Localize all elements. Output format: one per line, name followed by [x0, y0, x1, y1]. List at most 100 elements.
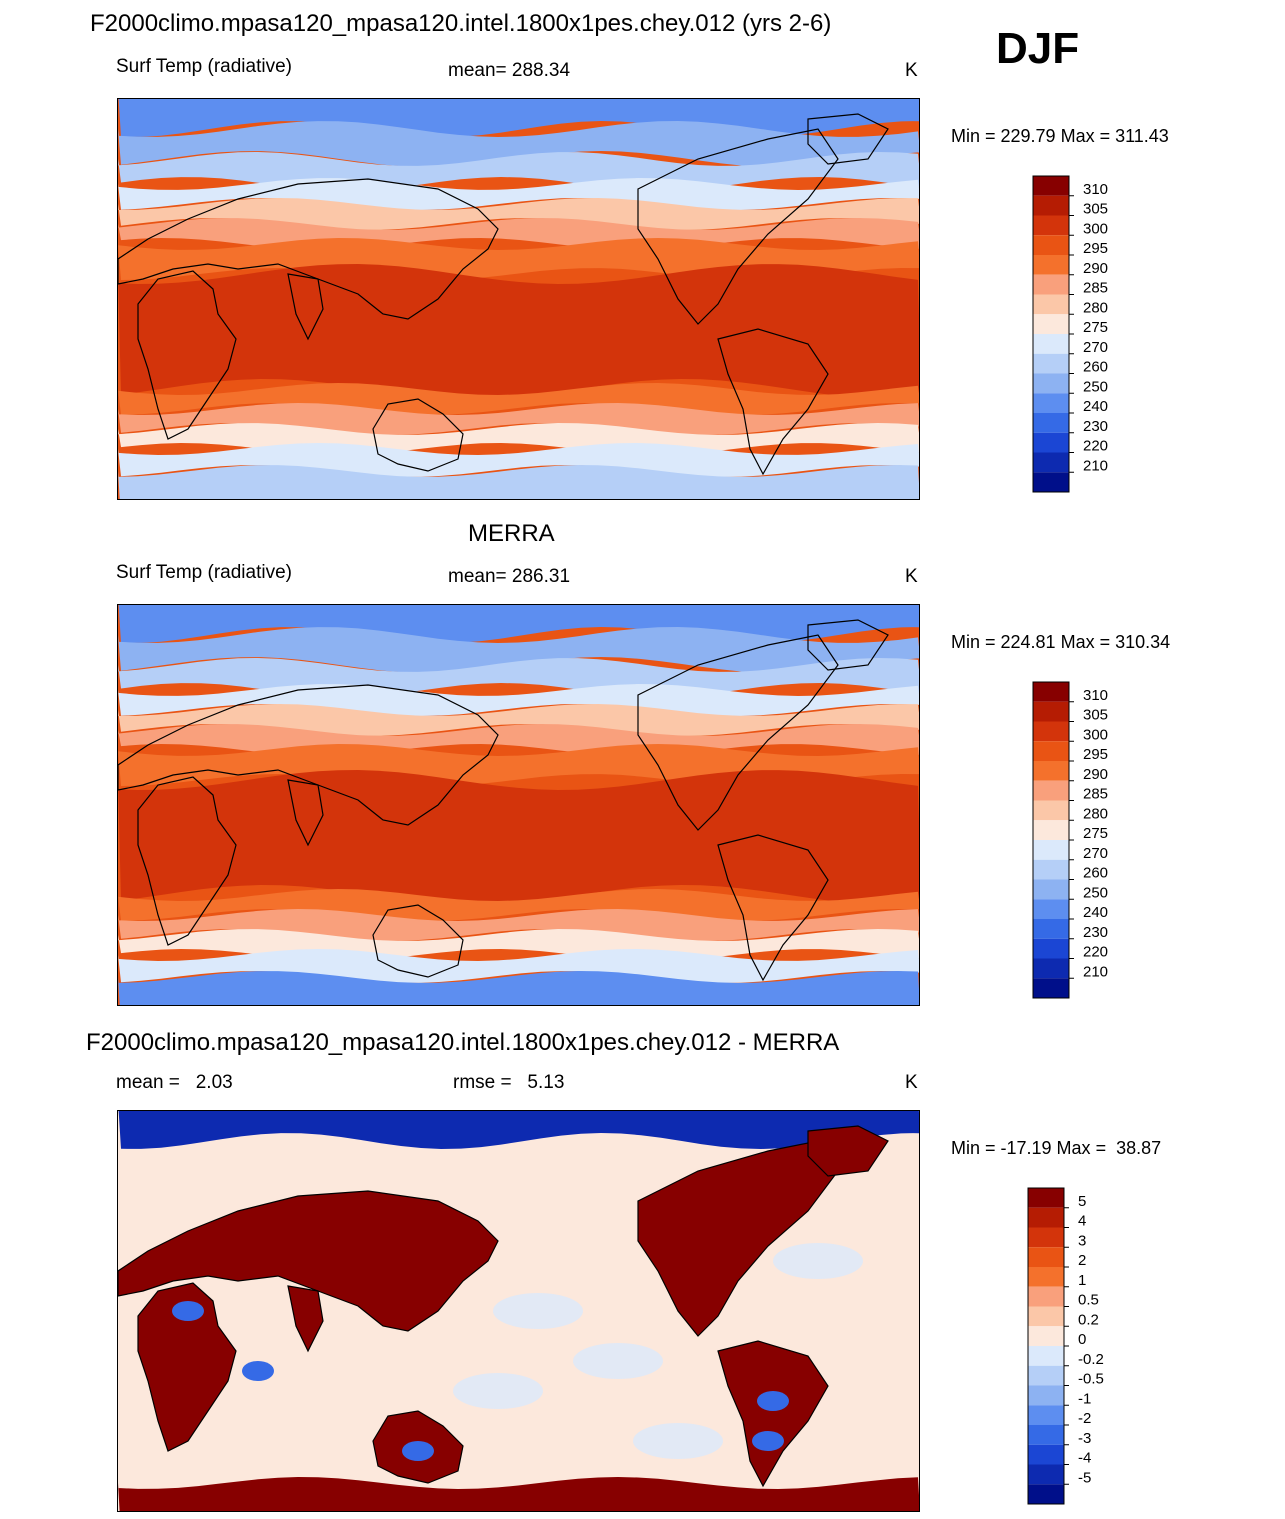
colorbar-label: 275 [1083, 825, 1108, 842]
colorbar-swatch [1033, 879, 1069, 900]
colorbar-swatch [1028, 1207, 1064, 1228]
colorbar-swatch [1033, 741, 1069, 761]
colorbar-swatch [1028, 1306, 1064, 1327]
colorbar-label: 300 [1083, 726, 1108, 743]
colorbar-swatch [1028, 1326, 1064, 1346]
panel3-map-field [118, 1111, 919, 1511]
colorbar-label: 5 [1078, 1193, 1086, 1210]
colorbar-label: -1 [1078, 1390, 1091, 1407]
colorbar-swatch [1033, 859, 1069, 880]
panel1-model-map [117, 98, 920, 500]
colorbar-label: 240 [1083, 904, 1108, 921]
panel3-minmax-label: Min = -17.19 Max = 38.87 [951, 1138, 1162, 1158]
panel1-minmax-label: Min = 229.79 Max = 311.43 [951, 126, 1169, 146]
colorbar-swatch [1033, 235, 1069, 255]
panel3-colorbar: 5 4 3 2 1 0.5 0.2 0 -0.2 -0.5 -1 -2 -3 -4 -5 [1027, 1187, 1158, 1506]
panel2-minmax-label: Min = 224.81 Max = 310.34 [951, 632, 1171, 652]
colorbar-swatch [1028, 1464, 1064, 1485]
colorbar-swatch [1033, 432, 1069, 453]
colorbar-label: 290 [1083, 766, 1108, 783]
colorbar-label: -5 [1078, 1469, 1091, 1486]
colorbar-swatch [1033, 393, 1069, 413]
colorbar-swatch [1033, 701, 1069, 722]
colorbar-swatch [1028, 1385, 1064, 1406]
colorbar-label: 260 [1083, 865, 1108, 882]
panel3-rmse-label: rmse = 5.13 [453, 1072, 565, 1093]
colorbar-swatch [1033, 373, 1069, 394]
colorbar-swatch [1033, 255, 1069, 275]
colorbar-swatch [1033, 472, 1069, 492]
panel1-mean-label: mean= 288.34 [448, 60, 571, 81]
colorbar-swatch [1028, 1227, 1064, 1248]
colorbar-label: 310 [1083, 181, 1108, 198]
colorbar-swatch [1028, 1484, 1064, 1504]
colorbar-swatch [1033, 314, 1069, 334]
panel2-colorbar: 310 305 300 295 290 285 280 275 270 260 250 240 230 2… [1032, 681, 1163, 1000]
colorbar-label: 270 [1083, 845, 1108, 862]
colorbar-swatch [1033, 800, 1069, 821]
colorbar-label: 240 [1083, 398, 1108, 415]
colorbar-swatch [1028, 1286, 1064, 1307]
colorbar-swatch [1033, 215, 1069, 236]
colorbar-swatch [1033, 294, 1069, 315]
colorbar-label: 310 [1083, 687, 1108, 704]
panel1-map-field [118, 99, 919, 499]
colorbar-label: 280 [1083, 805, 1108, 822]
colorbar-swatch [1028, 1365, 1064, 1386]
colorbar-label: -0.2 [1078, 1351, 1104, 1368]
colorbar-label: 4 [1078, 1213, 1086, 1230]
panel1-units-label: K [905, 60, 918, 81]
colorbar-label: 250 [1083, 884, 1108, 901]
colorbar-label: 295 [1083, 746, 1108, 763]
colorbar-swatch [1033, 274, 1069, 295]
colorbar-swatch [1033, 682, 1069, 702]
colorbar-label: -2 [1078, 1410, 1091, 1427]
panel2-units-label: K [905, 566, 918, 587]
colorbar-label: 300 [1083, 220, 1108, 237]
colorbar-swatch [1033, 334, 1069, 354]
colorbar-swatch [1033, 780, 1069, 801]
colorbar-label: -0.5 [1078, 1371, 1104, 1388]
colorbar-label: 0 [1078, 1331, 1086, 1348]
colorbar-swatch [1033, 820, 1069, 840]
panel1-variable-label: Surf Temp (radiative) [116, 56, 292, 77]
panel3-title: F2000climo.mpasa120_mpasa120.intel.1800x… [86, 1029, 840, 1056]
colorbar-swatch [1028, 1188, 1064, 1208]
colorbar-swatch [1028, 1247, 1064, 1267]
colorbar-swatch [1033, 919, 1069, 939]
season-label: DJF [996, 24, 1080, 73]
page-title: F2000climo.mpasa120_mpasa120.intel.1800x… [90, 10, 832, 37]
colorbar-label: 3 [1078, 1232, 1086, 1249]
colorbar-swatch [1033, 899, 1069, 919]
panel3-difference-map [117, 1110, 920, 1512]
colorbar-label: 230 [1083, 924, 1108, 941]
colorbar-swatch [1028, 1425, 1064, 1445]
colorbar-label: 280 [1083, 299, 1108, 316]
colorbar-label: 290 [1083, 260, 1108, 277]
colorbar-swatch [1028, 1346, 1064, 1366]
colorbar-label: 210 [1083, 457, 1108, 474]
colorbar-label: 220 [1083, 438, 1108, 455]
panel3-mean-label: mean = 2.03 [116, 1072, 233, 1093]
colorbar-swatch [1033, 176, 1069, 196]
colorbar-label: 1 [1078, 1272, 1086, 1289]
colorbar-label: -3 [1078, 1430, 1091, 1447]
panel2-map-field [118, 605, 919, 1005]
panel1-colorbar: 310 305 300 295 290 285 280 275 270 260 250 240 230 2… [1032, 175, 1163, 494]
panel2-variable-label: Surf Temp (radiative) [116, 562, 292, 583]
colorbar-swatch [1033, 978, 1069, 998]
colorbar-label: 305 [1083, 201, 1108, 218]
colorbar-label: 0.2 [1078, 1311, 1099, 1328]
colorbar-swatch [1033, 353, 1069, 374]
panel2-obs-map [117, 604, 920, 1006]
colorbar-swatch [1028, 1405, 1064, 1425]
colorbar-label: 2 [1078, 1252, 1086, 1269]
colorbar-swatch [1033, 938, 1069, 959]
colorbar-label: 295 [1083, 240, 1108, 257]
colorbar-label: 275 [1083, 319, 1108, 336]
colorbar-swatch [1028, 1444, 1064, 1465]
colorbar-swatch [1033, 840, 1069, 860]
colorbar-label: 285 [1083, 786, 1108, 803]
colorbar-swatch [1033, 721, 1069, 742]
colorbar-swatch [1028, 1267, 1064, 1287]
